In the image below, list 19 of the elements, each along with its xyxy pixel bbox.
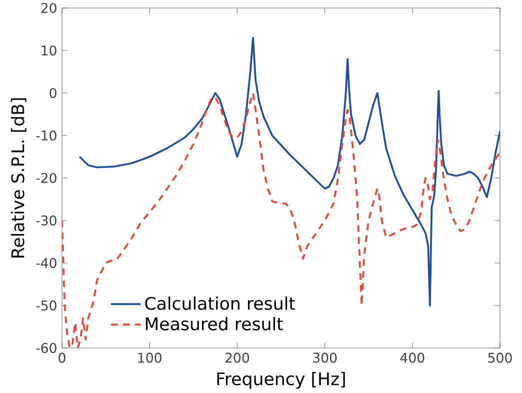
y-tick-label: -10 xyxy=(36,130,56,141)
y-tick-label: -50 xyxy=(36,300,56,311)
x-tick-label: 400 xyxy=(400,352,424,363)
x-tick-label: 200 xyxy=(225,352,250,363)
y-tick-label: -30 xyxy=(36,215,56,226)
legend-label: Measured result xyxy=(146,317,283,330)
y-tick-label: -40 xyxy=(36,258,56,268)
y-tick-label: 0 xyxy=(50,88,56,98)
x-tick-label: 100 xyxy=(138,352,162,363)
x-tick-label: 0 xyxy=(58,352,66,363)
legend-label: Calculation result xyxy=(145,296,296,310)
y-tick-label: 10 xyxy=(42,45,56,56)
y-tick-label: 20 xyxy=(41,2,56,14)
x-axis-title: Frequency [Hz] xyxy=(217,372,345,389)
x-tick-label: 500 xyxy=(488,352,512,363)
y-axis-title: Relative S.P.L. [dB] xyxy=(10,98,26,258)
y-tick-label: -60 xyxy=(36,342,56,354)
x-tick-label: 300 xyxy=(313,352,337,363)
y-tick-label: -20 xyxy=(36,172,56,184)
